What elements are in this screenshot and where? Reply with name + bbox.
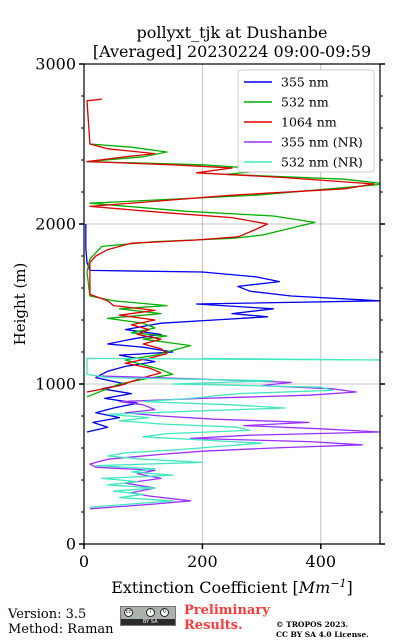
- x-axis-label-unit: Mm: [298, 578, 331, 597]
- x-tick-label: 400: [306, 552, 337, 571]
- legend-label: 1064 nm: [281, 115, 337, 130]
- y-axis-label: Height (m): [11, 263, 29, 346]
- version-text: Version: 3.5: [8, 607, 87, 622]
- cc-badge-label: BY SA: [143, 619, 158, 625]
- plot-frame: [83, 63, 381, 545]
- series-line-2: [86, 98, 375, 393]
- legend-items: 355 nm 532 nm 1064 nm 355 nm (NR) 532 nm (NR…: [244, 75, 363, 170]
- series-line-4: [86, 357, 380, 508]
- x-tick-label: 0: [79, 552, 89, 571]
- cc-circle-icon: cc: [124, 608, 133, 617]
- x-axis-label-main: Extinction Coefficient [: [111, 578, 299, 597]
- legend-label: 355 nm (NR): [281, 135, 363, 150]
- chart-title: pollyxt_tjk at Dushanbe: [136, 23, 327, 42]
- x-axis-label-exp: −1: [330, 577, 346, 590]
- sa-share-icon: ↻: [160, 608, 169, 617]
- y-tick-label: 2000: [35, 215, 76, 234]
- y-tick-label: 1000: [35, 375, 76, 394]
- series-group: [85, 98, 380, 510]
- y-tick-label: 3000: [35, 55, 76, 74]
- preliminary-line2: Results.: [184, 618, 243, 633]
- by-person-icon: i: [146, 608, 155, 617]
- x-axis-label: Extinction Coefficient [Mm−1]: [111, 577, 353, 597]
- copyright-line1: © TROPOS 2023.: [276, 620, 349, 629]
- legend-label: 355 nm: [281, 75, 329, 90]
- copyright-line2: CC BY SA 4.0 License.: [276, 630, 369, 639]
- y-tick-label: 0: [66, 535, 76, 554]
- copyright-text: © TROPOS 2023. CC BY SA 4.0 License.: [276, 620, 369, 640]
- legend-label: 532 nm: [281, 95, 329, 110]
- x-tick-label: 200: [187, 552, 218, 571]
- preliminary-line1: Preliminary: [184, 603, 270, 618]
- preliminary-text: Preliminary Results.: [184, 603, 270, 633]
- legend: 355 nm 532 nm 1064 nm 355 nm (NR) 532 nm (NR…: [237, 69, 375, 173]
- y-ticks: 0 1000 2000 3000: [35, 55, 385, 554]
- x-axis-label-close: ]: [347, 578, 353, 597]
- legend-label: 532 nm (NR): [281, 155, 363, 170]
- method-text: Method: Raman: [8, 622, 114, 637]
- x-ticks: 0 200 400: [79, 544, 336, 571]
- legend-box: [237, 69, 375, 173]
- cc-license-icon: cc i ↻ BY SA: [120, 606, 176, 626]
- chart-subtitle: [Averaged] 20230224 09:00-09:59: [93, 42, 371, 61]
